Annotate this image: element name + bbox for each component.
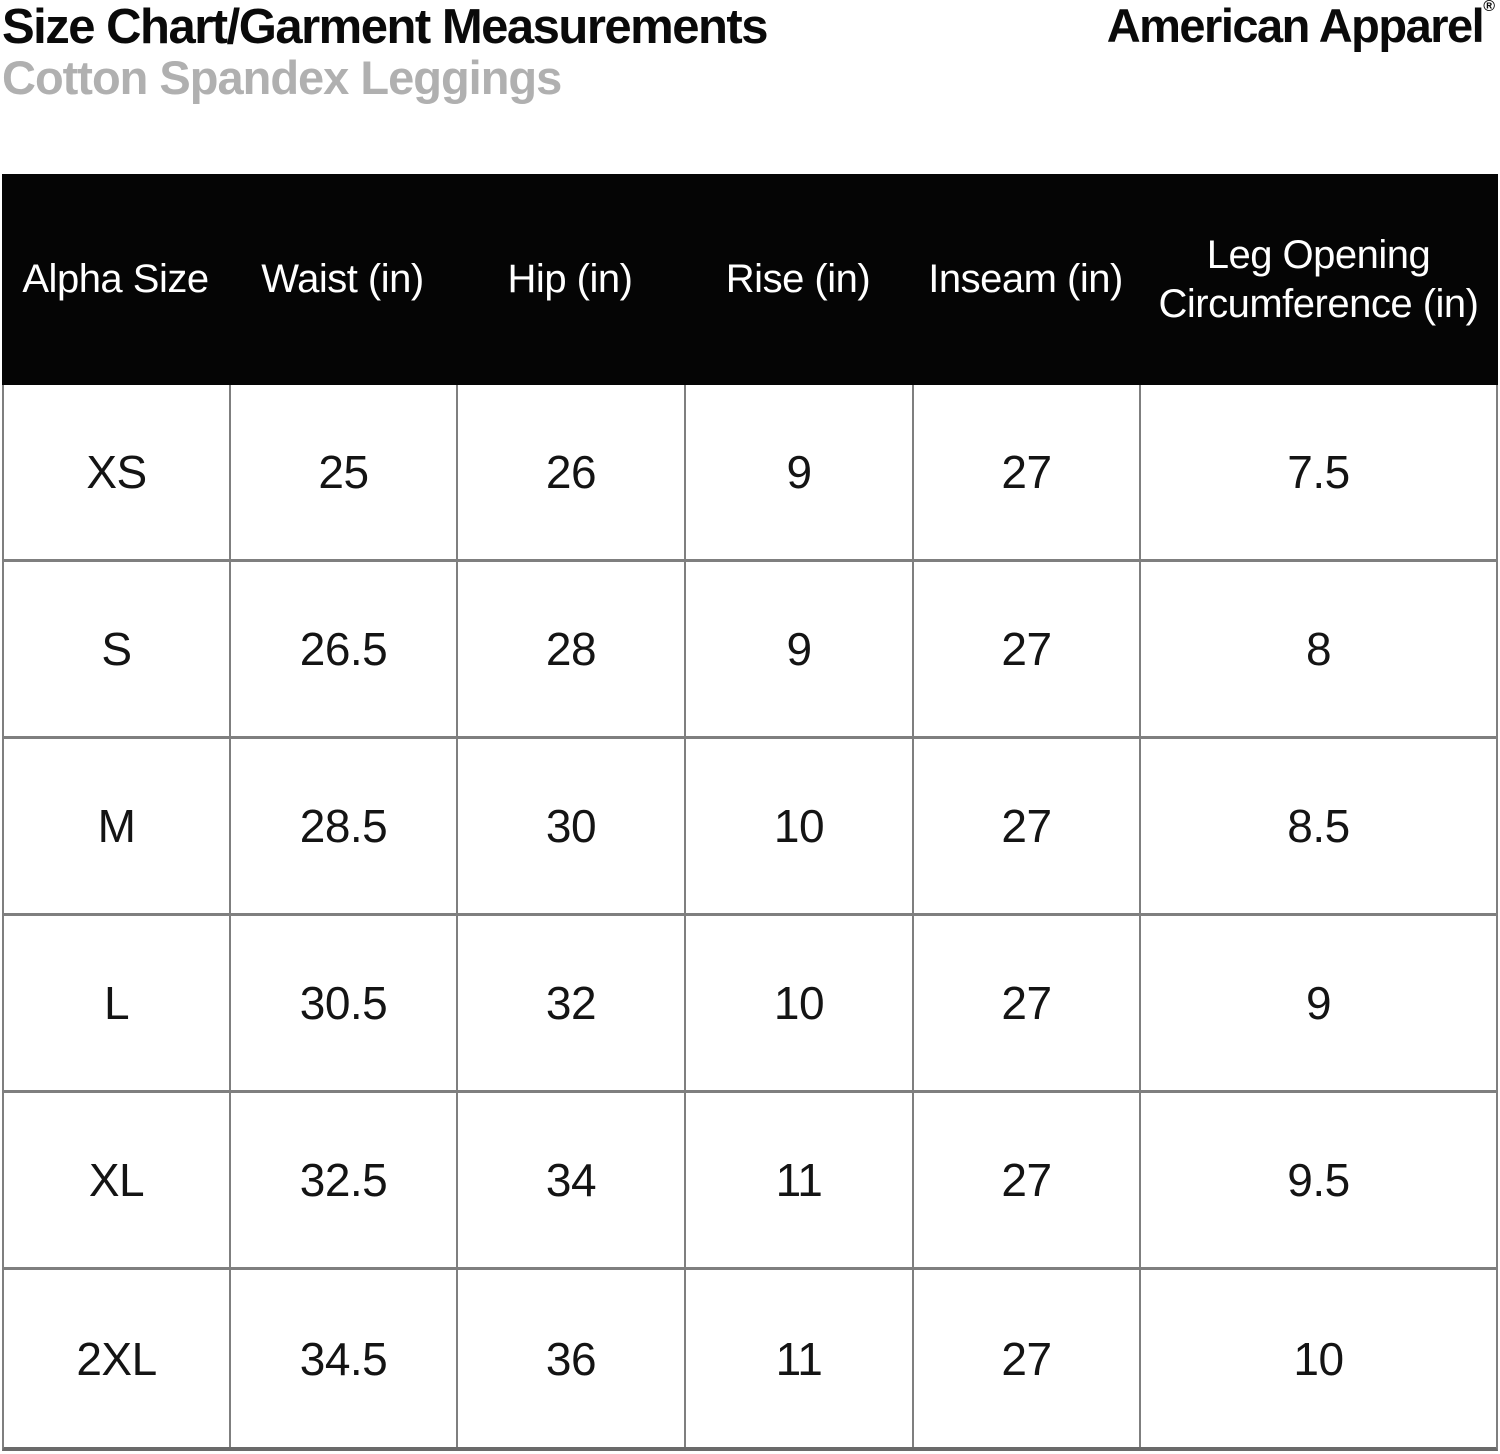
page-subtitle: Cotton Spandex Leggings	[2, 51, 562, 104]
page-title: Size Chart/Garment Measurements	[2, 0, 769, 54]
waist-cell: 30.5	[231, 916, 458, 1090]
hip-cell: 32	[458, 916, 686, 1090]
registered-trademark-symbol: ®	[1483, 0, 1495, 16]
header-cell-inseam: Inseam (in)	[928, 257, 1123, 302]
leg-opening-cell: 9	[1305, 977, 1332, 1029]
waist-cell: 32.5	[231, 1093, 458, 1267]
hip-cell: 36	[458, 1270, 686, 1447]
table-row-xl: XL 32.5 34 11 27 9.5	[4, 1093, 1496, 1270]
waist-cell: 25	[231, 385, 458, 559]
header-cell-leg-opening: Leg Opening Circumference (in)	[1158, 232, 1479, 326]
rise-cell: 11	[686, 1270, 914, 1447]
size-cell: XL	[4, 1093, 231, 1267]
brand-name: American Apparel	[1106, 0, 1485, 52]
header-cell-hip: Hip (in)	[507, 257, 633, 302]
brand-logo: American Apparel®	[1106, 0, 1495, 52]
inseam-cell: 27	[914, 562, 1141, 736]
table-row-2xl: 2XL 34.5 36 11 27 10	[4, 1270, 1496, 1447]
header-cell-waist: Waist (in)	[261, 257, 424, 302]
waist-cell: 28.5	[231, 739, 458, 913]
leg-opening-cell: 10	[1293, 1332, 1344, 1385]
leg-opening-cell: 8.5	[1287, 800, 1350, 852]
table-row-xs: XS 25 26 9 27 7.5	[4, 385, 1496, 562]
leg-opening-cell: 7.5	[1287, 446, 1350, 498]
rise-cell: 10	[686, 739, 914, 913]
inseam-cell: 27	[914, 385, 1141, 559]
size-chart-table: Alpha Size Waist (in) Hip (in) Rise (in)…	[2, 174, 1498, 1451]
leg-opening-cell: 8	[1305, 623, 1332, 675]
header-cell-alpha-size: Alpha Size	[22, 257, 209, 302]
hip-cell: 28	[458, 562, 686, 736]
table-header-row: Alpha Size Waist (in) Hip (in) Rise (in)…	[2, 174, 1498, 385]
rise-cell: 9	[686, 385, 914, 559]
inseam-cell: 27	[914, 1270, 1141, 1447]
waist-cell: 26.5	[231, 562, 458, 736]
header-cell-rise: Rise (in)	[725, 257, 871, 302]
rise-cell: 10	[686, 916, 914, 1090]
inseam-cell: 27	[914, 916, 1141, 1090]
inseam-cell: 27	[914, 739, 1141, 913]
rise-cell: 9	[686, 562, 914, 736]
size-cell: M	[4, 739, 231, 913]
rise-cell: 11	[686, 1093, 914, 1267]
table-row-s: S 26.5 28 9 27 8	[4, 562, 1496, 739]
size-cell: 2XL	[4, 1270, 231, 1447]
size-cell: L	[4, 916, 231, 1090]
inseam-cell: 27	[914, 1093, 1141, 1267]
hip-cell: 34	[458, 1093, 686, 1267]
table-row-l: L 30.5 32 10 27 9	[4, 916, 1496, 1093]
leg-opening-cell: 9.5	[1287, 1154, 1350, 1206]
table-row-m: M 28.5 30 10 27 8.5	[4, 739, 1496, 916]
size-cell: S	[4, 562, 231, 736]
waist-cell: 34.5	[231, 1270, 458, 1447]
size-cell: XS	[4, 385, 231, 559]
hip-cell: 26	[458, 385, 686, 559]
hip-cell: 30	[458, 739, 686, 913]
